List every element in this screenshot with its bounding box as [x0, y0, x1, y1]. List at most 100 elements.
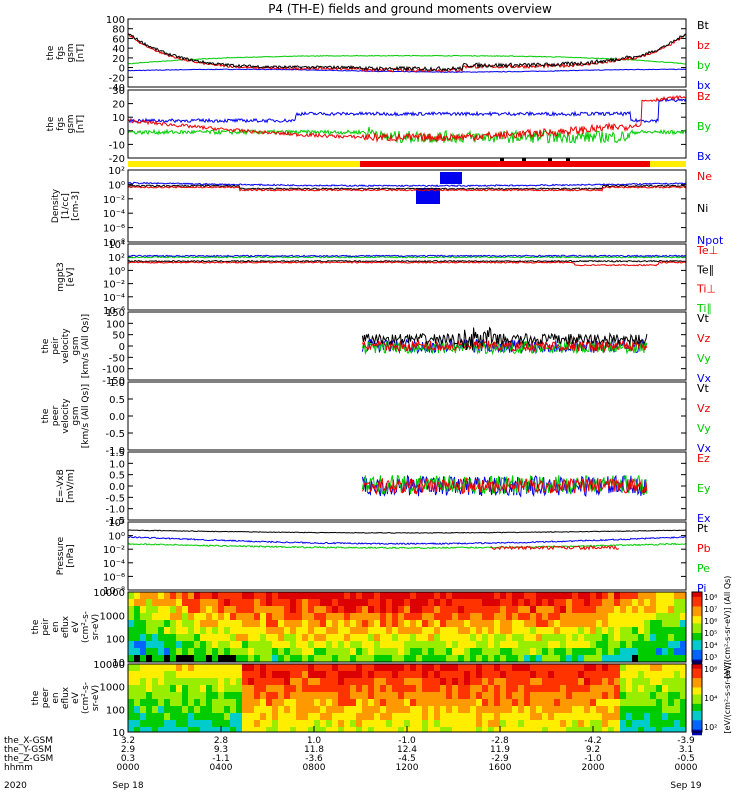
heatmap-cell — [164, 655, 170, 662]
heatmap-cell — [236, 627, 242, 634]
heatmap-cell — [332, 727, 338, 732]
heatmap-cell — [134, 692, 140, 699]
heatmap-cell — [638, 685, 644, 692]
ytick-label: 1.0 — [109, 459, 125, 470]
heatmap-cell — [146, 627, 152, 634]
heatmap-cell — [530, 692, 536, 699]
heatmap-cell — [500, 655, 506, 662]
heatmap-cell — [296, 592, 302, 599]
heatmap-cell — [290, 613, 296, 620]
heatmap-cell — [350, 713, 356, 720]
heatmap-cell — [260, 592, 266, 599]
heatmap-cell — [230, 648, 236, 655]
heatmap-cell — [356, 655, 362, 662]
heatmap-cell — [668, 641, 674, 648]
heatmap-cell — [536, 634, 542, 641]
heatmap-cell — [680, 678, 686, 685]
heatmap-cell — [344, 606, 350, 613]
heatmap-cell — [338, 664, 344, 671]
heatmap-cell — [194, 599, 200, 606]
heatmap-cell — [254, 620, 260, 627]
heatmap-cell — [176, 664, 182, 671]
heatmap-cell — [512, 627, 518, 634]
heatmap-cell — [140, 606, 146, 613]
heatmap-cell — [386, 685, 392, 692]
heatmap-cell — [206, 620, 212, 627]
heatmap-cell — [506, 634, 512, 641]
heatmap-cell — [506, 671, 512, 678]
heatmap-cell — [446, 671, 452, 678]
heatmap-cell — [206, 648, 212, 655]
heatmap-cell — [188, 664, 194, 671]
heatmap-cell — [224, 692, 230, 699]
heatmap-cell — [680, 592, 686, 599]
heatmap-cell — [386, 720, 392, 727]
heatmap-cell — [614, 713, 620, 720]
heatmap-cell — [590, 613, 596, 620]
heatmap-cell — [398, 664, 404, 671]
panel-ylabel: the — [46, 45, 56, 60]
heatmap-cell — [554, 592, 560, 599]
heatmap-cell — [272, 706, 278, 713]
heatmap-cell — [494, 685, 500, 692]
panel-plot-area — [361, 326, 648, 356]
heatmap-cell — [164, 634, 170, 641]
heatmap-cell — [440, 655, 446, 662]
heatmap-cell — [182, 627, 188, 634]
heatmap-cell — [464, 678, 470, 685]
heatmap-cell — [356, 620, 362, 627]
ytick-label: -100 — [102, 365, 125, 376]
heatmap-cell — [482, 699, 488, 706]
heatmap-cell — [434, 592, 440, 599]
heatmap-cell — [584, 706, 590, 713]
heatmap-cell — [308, 699, 314, 706]
heatmap-cell — [596, 692, 602, 699]
x-row-value: -1.0 — [398, 736, 416, 746]
heatmap-cell — [464, 648, 470, 655]
heatmap-cell — [602, 655, 608, 662]
ytick-label: 10² — [108, 166, 125, 177]
legend-entry: Vt — [697, 312, 710, 325]
heatmap-cell — [170, 713, 176, 720]
heatmap-cell — [668, 592, 674, 599]
heatmap-cell — [128, 727, 134, 732]
heatmap-cell — [410, 664, 416, 671]
heatmap-cell — [524, 620, 530, 627]
ytick-label: 50 — [112, 331, 125, 342]
heatmap-cell — [680, 706, 686, 713]
panel-ylabel: gsm — [66, 43, 76, 62]
heatmap-cell — [572, 613, 578, 620]
x-row-value: 3.1 — [679, 745, 693, 755]
heatmap-cell — [188, 713, 194, 720]
heatmap-cell — [392, 685, 398, 692]
series-pe — [128, 542, 686, 550]
heatmap-cell — [434, 634, 440, 641]
heatmap-cell — [542, 713, 548, 720]
panel-ylabel: velocity — [61, 398, 71, 434]
heatmap-cell — [200, 685, 206, 692]
heatmap-cell — [548, 620, 554, 627]
heatmap-cell — [422, 685, 428, 692]
heatmap-cell — [140, 641, 146, 648]
heatmap-cell — [332, 720, 338, 727]
heatmap-cell — [614, 664, 620, 671]
heatmap-cell — [464, 627, 470, 634]
heatmap-cell — [248, 655, 254, 662]
heatmap-cell — [278, 641, 284, 648]
heatmap-cell — [434, 606, 440, 613]
heatmap-cell — [194, 655, 200, 662]
heatmap-cell — [188, 641, 194, 648]
heatmap-cell — [224, 713, 230, 720]
heatmap-cell — [260, 634, 266, 641]
heatmap-cell — [434, 692, 440, 699]
heatmap-cell — [170, 613, 176, 620]
heatmap-cell — [578, 685, 584, 692]
heatmap-cell — [626, 627, 632, 634]
heatmap-cell — [302, 613, 308, 620]
heatmap-cell — [542, 727, 548, 732]
heatmap-cell — [260, 713, 266, 720]
heatmap-cell — [188, 692, 194, 699]
heatmap-cell — [494, 592, 500, 599]
heatmap-cell — [638, 713, 644, 720]
heatmap-cell — [554, 692, 560, 699]
